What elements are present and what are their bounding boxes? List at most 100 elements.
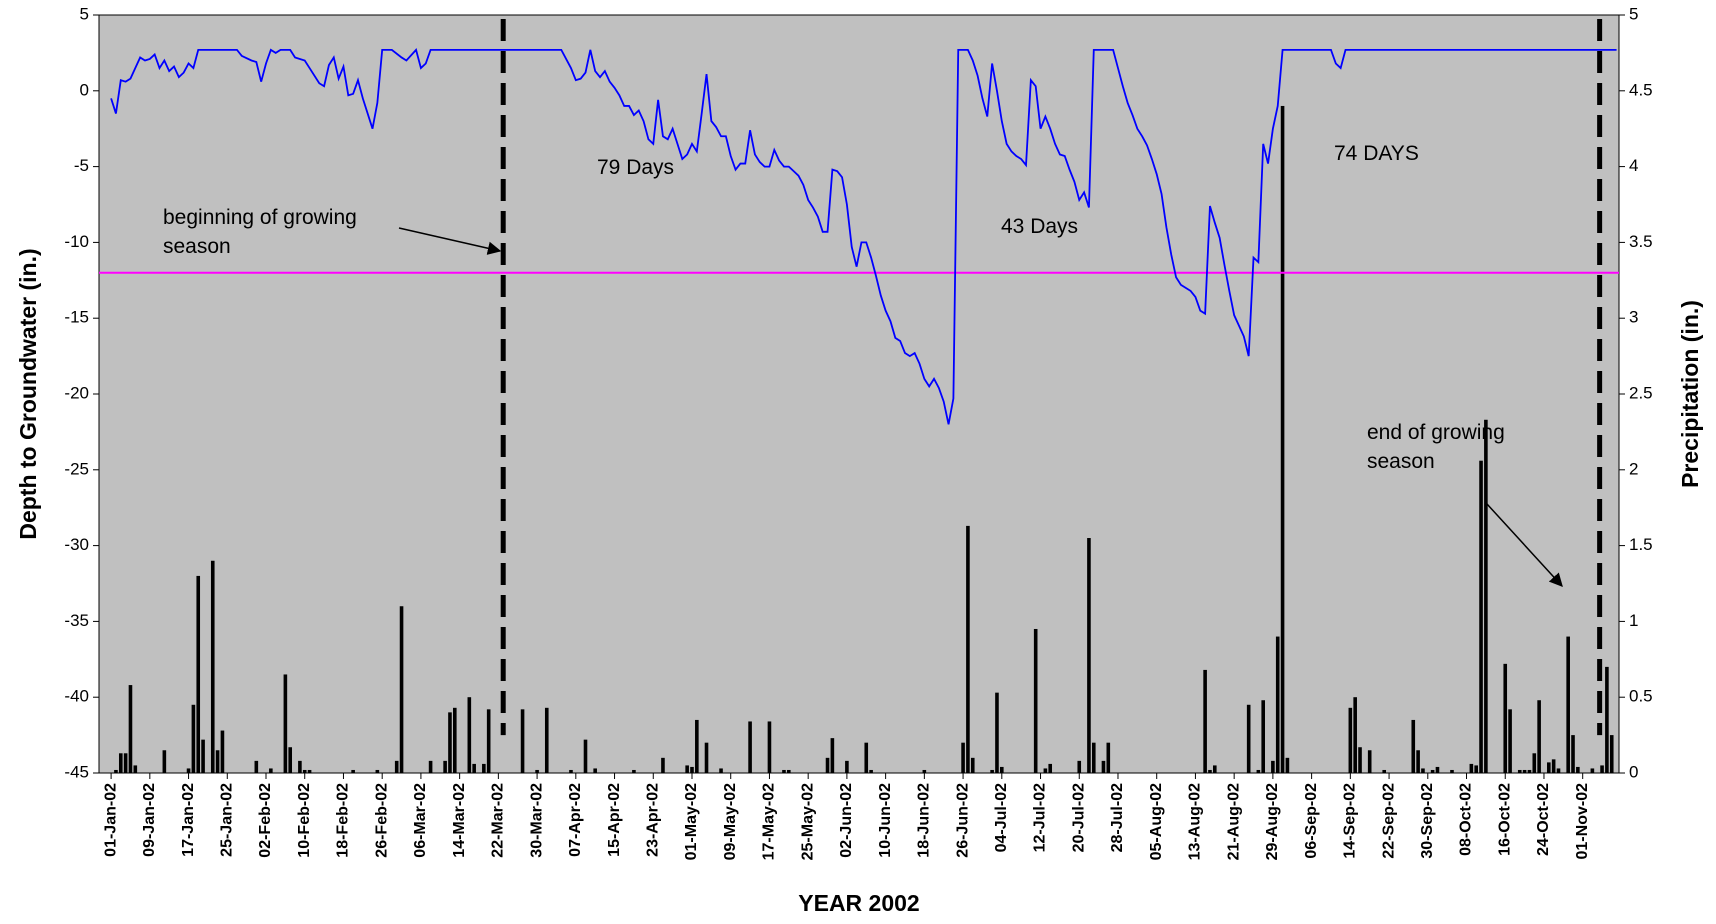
bar bbox=[1609, 735, 1614, 773]
bar bbox=[394, 760, 399, 773]
bar bbox=[1101, 760, 1106, 773]
x-tick-label: 25-May-02 bbox=[799, 783, 816, 860]
bar bbox=[118, 753, 123, 773]
bar bbox=[1527, 769, 1532, 773]
y2-tick-label: 4.5 bbox=[1629, 80, 1653, 99]
bar bbox=[1382, 769, 1387, 773]
bar bbox=[864, 742, 869, 773]
bar bbox=[1556, 768, 1561, 773]
bar bbox=[399, 606, 404, 773]
bar bbox=[375, 769, 380, 773]
x-tick-label: 01-Jan-02 bbox=[102, 783, 119, 857]
bar bbox=[283, 674, 288, 773]
x-tick-label: 13-Aug-02 bbox=[1187, 783, 1204, 860]
bar bbox=[1435, 766, 1440, 773]
bar bbox=[1566, 636, 1570, 773]
bar bbox=[1285, 757, 1290, 773]
bar bbox=[472, 763, 476, 773]
bar bbox=[1547, 762, 1551, 773]
bar bbox=[1256, 769, 1261, 773]
x-tick-label: 01-May-02 bbox=[683, 783, 700, 860]
x-tick-label: 30-Mar-02 bbox=[528, 783, 545, 858]
bar bbox=[1508, 709, 1512, 773]
bar bbox=[288, 747, 293, 773]
bar bbox=[970, 757, 975, 773]
bar bbox=[1571, 735, 1575, 773]
x-tick-label: 09-Jan-02 bbox=[141, 783, 158, 857]
x-tick-label: 02-Jun-02 bbox=[838, 783, 855, 858]
x-tick-label: 14-Mar-02 bbox=[451, 783, 468, 858]
annotation: 74 DAYS bbox=[1334, 142, 1419, 165]
x-tick-label: 18-Feb-02 bbox=[335, 783, 352, 858]
y-tick-label: -45 bbox=[64, 762, 89, 781]
x-tick-label: 17-Jan-02 bbox=[180, 783, 197, 857]
bar bbox=[482, 763, 486, 773]
bar bbox=[123, 753, 128, 773]
y-tick-label: -10 bbox=[64, 232, 89, 251]
bar bbox=[869, 769, 873, 773]
bar bbox=[448, 712, 452, 773]
y2-tick-label: 1.5 bbox=[1629, 535, 1653, 554]
bar bbox=[1474, 765, 1478, 773]
bar bbox=[201, 739, 205, 773]
y-tick-label: -15 bbox=[64, 308, 89, 327]
y2-tick-label: 1 bbox=[1629, 611, 1638, 630]
bar bbox=[1503, 663, 1508, 773]
bar bbox=[632, 769, 636, 773]
y2-tick-label: 5 bbox=[1629, 4, 1638, 23]
bar bbox=[1469, 763, 1474, 773]
bar bbox=[845, 760, 849, 773]
x-tick-label: 09-May-02 bbox=[722, 783, 739, 860]
bar bbox=[351, 769, 355, 773]
bar bbox=[307, 769, 312, 773]
annotation: end of growing season bbox=[1367, 421, 1505, 473]
x-tick-label: 15-Apr-02 bbox=[606, 783, 623, 857]
bar bbox=[1479, 460, 1483, 773]
bar bbox=[269, 768, 273, 773]
bar bbox=[782, 769, 786, 773]
x-tick-label: 07-Apr-02 bbox=[567, 783, 584, 857]
y2-tick-label: 3.5 bbox=[1629, 232, 1653, 251]
bar bbox=[995, 692, 999, 773]
bar bbox=[1106, 742, 1111, 773]
y2-tick-label: 2 bbox=[1629, 459, 1638, 478]
annotation: beginning of growing season bbox=[163, 206, 357, 258]
bar bbox=[1421, 768, 1425, 773]
x-tick-label: 24-Oct-02 bbox=[1535, 783, 1552, 856]
x-tick-label: 28-Jul-02 bbox=[1109, 783, 1126, 852]
bar bbox=[467, 697, 472, 773]
bar bbox=[1450, 769, 1454, 773]
bar bbox=[1043, 768, 1048, 773]
bar bbox=[1271, 760, 1275, 773]
bar bbox=[215, 750, 220, 773]
bar bbox=[1484, 419, 1488, 773]
bar bbox=[719, 768, 723, 773]
y-tick-label: -25 bbox=[64, 459, 89, 478]
bar bbox=[1033, 628, 1038, 773]
y2-tick-label: 0.5 bbox=[1629, 687, 1653, 706]
bar bbox=[162, 750, 167, 773]
bar bbox=[748, 721, 752, 773]
bar bbox=[254, 760, 259, 773]
x-tick-label: 04-Jul-02 bbox=[993, 783, 1010, 852]
bar bbox=[1275, 636, 1280, 773]
y-tick-label: -20 bbox=[64, 383, 89, 402]
bar bbox=[1576, 766, 1580, 773]
bar bbox=[1411, 719, 1416, 773]
bar bbox=[704, 742, 709, 773]
arrow bbox=[1486, 503, 1563, 587]
x-tick-label: 18-Jun-02 bbox=[916, 783, 933, 858]
bar bbox=[1605, 666, 1609, 773]
bar bbox=[210, 560, 215, 773]
bar bbox=[1077, 760, 1082, 773]
y2-tick-label: 3 bbox=[1629, 308, 1638, 327]
bar bbox=[787, 769, 791, 773]
bar bbox=[593, 768, 597, 773]
x-tick-label: 22-Mar-02 bbox=[490, 783, 507, 858]
x-tick-label: 08-Oct-02 bbox=[1458, 783, 1475, 856]
bar bbox=[452, 707, 457, 773]
x-tick-label: 29-Aug-02 bbox=[1264, 783, 1281, 860]
bar bbox=[186, 768, 191, 773]
